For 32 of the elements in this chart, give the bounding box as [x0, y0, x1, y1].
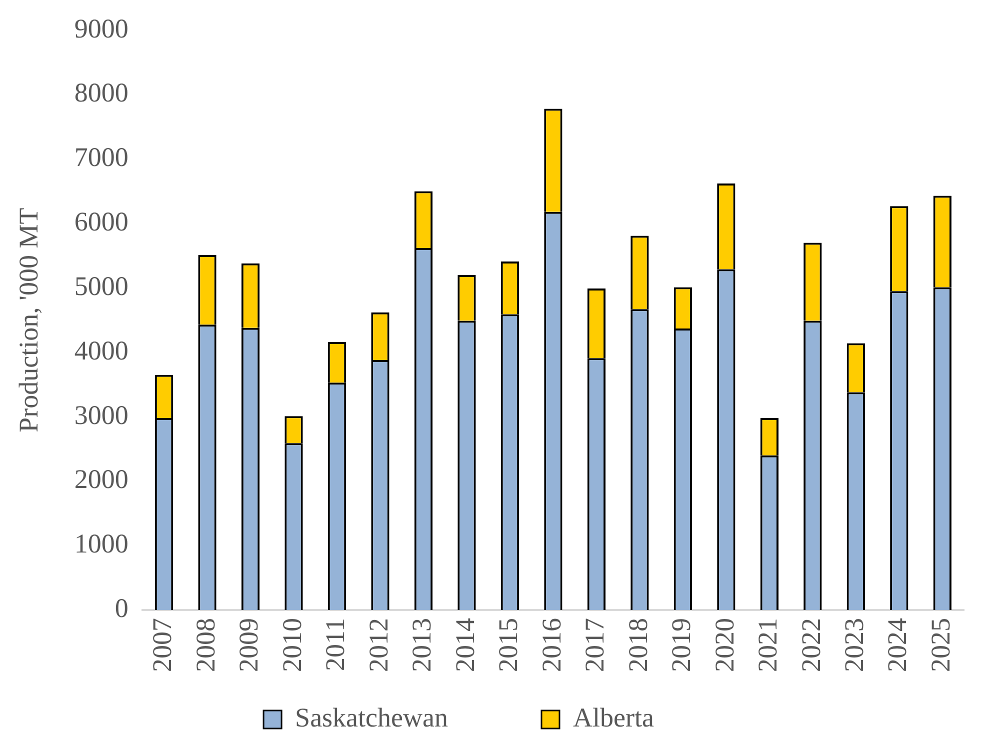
x-tick-label: 2013	[406, 618, 437, 672]
x-tick-label: 2015	[493, 618, 524, 672]
x-tick-label: 2020	[709, 618, 740, 672]
x-tick-label: 2009	[234, 618, 264, 672]
x-tick-label: 2025	[925, 618, 956, 672]
x-tick-label: 2014	[450, 618, 480, 672]
x-tick-label: 2016	[536, 618, 566, 672]
x-tick-label: 2018	[622, 618, 653, 672]
legend-label: Saskatchewan	[295, 702, 516, 733]
y-tick-label: 8000	[74, 78, 128, 108]
y-tick-label: 1000	[74, 528, 128, 559]
y-tick-label: 6000	[74, 206, 128, 237]
x-tick-label: 2021	[752, 618, 783, 672]
x-tick-label: 2012	[363, 618, 394, 672]
legend-label: Alberta	[572, 702, 722, 733]
y-tick-label: 9000	[74, 13, 128, 44]
x-tick-label: 2011	[320, 618, 350, 671]
y-tick-label: 7000	[74, 142, 128, 172]
x-tick-label: 2010	[276, 618, 307, 672]
y-tick-label: 2000	[74, 464, 128, 494]
y-tick-label: 0	[114, 593, 128, 624]
y-tick-label: 3000	[74, 400, 128, 430]
x-tick-label: 2017	[580, 618, 610, 672]
x-tick-label: 2019	[666, 618, 696, 672]
x-tick-label: 2022	[796, 618, 826, 672]
x-tick-label: 2023	[839, 618, 869, 672]
y-tick-label: 4000	[74, 335, 128, 366]
y-axis-title: Production, '000 MT	[13, 207, 44, 432]
x-tick-label: 2007	[147, 618, 178, 672]
y-tick-label: 5000	[74, 270, 128, 301]
x-tick-label: 2024	[882, 618, 912, 672]
x-tick-label: 2008	[190, 618, 220, 672]
